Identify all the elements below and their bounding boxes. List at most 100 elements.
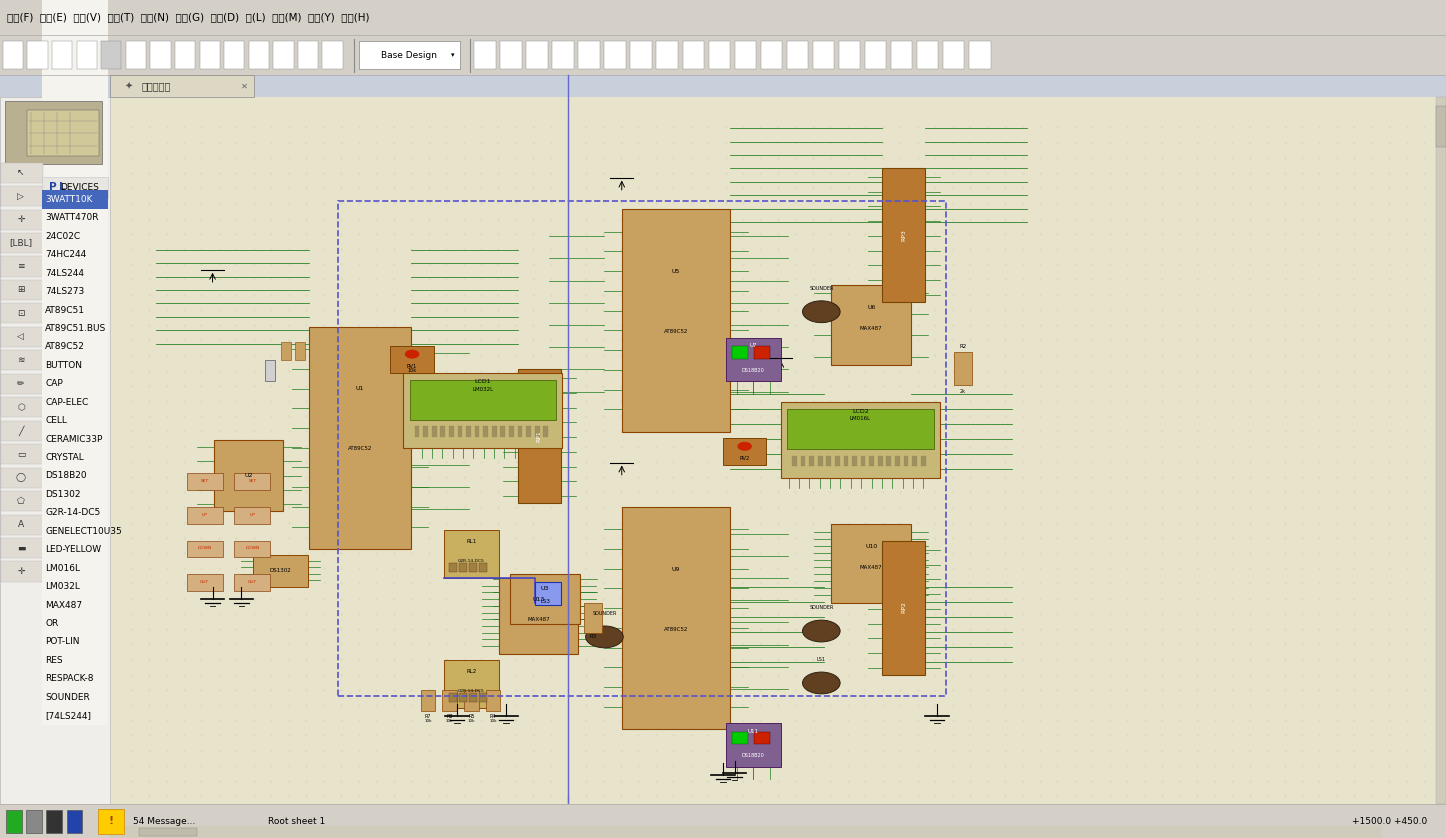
Text: R2: R2	[959, 344, 967, 349]
Bar	[42, 651, 107, 670]
Bar	[249, 41, 269, 70]
Text: R5: R5	[469, 714, 474, 719]
Bar	[0, 0, 1446, 35]
Text: L: L	[59, 183, 67, 192]
Text: ⬠: ⬠	[17, 497, 25, 505]
Bar	[831, 524, 911, 603]
Bar	[450, 562, 457, 572]
Bar	[187, 473, 223, 490]
Text: 10k: 10k	[467, 719, 476, 722]
Bar	[709, 41, 730, 70]
Bar	[656, 41, 678, 70]
Text: DS18B20: DS18B20	[45, 472, 87, 480]
Text: ↖: ↖	[17, 168, 25, 177]
Bar	[839, 41, 860, 70]
Bar	[584, 603, 602, 633]
Bar	[3, 41, 23, 70]
Circle shape	[803, 620, 840, 642]
Text: !: !	[108, 816, 114, 826]
Bar	[1, 421, 43, 441]
Circle shape	[586, 626, 623, 648]
Bar	[518, 369, 561, 503]
Bar	[500, 427, 505, 437]
Bar	[878, 456, 882, 466]
Bar	[42, 177, 107, 198]
Text: ⊡: ⊡	[17, 309, 25, 318]
Bar	[1, 444, 43, 464]
Bar	[42, 670, 107, 688]
Bar	[860, 456, 866, 466]
Bar	[42, 559, 107, 577]
Text: LM016L: LM016L	[850, 416, 870, 422]
Text: RESPACK-8: RESPACK-8	[45, 675, 94, 683]
Text: DEVICES: DEVICES	[59, 183, 98, 192]
Bar	[110, 826, 1382, 838]
Bar	[42, 522, 107, 541]
Bar	[444, 530, 499, 578]
Bar	[0, 804, 1446, 838]
Bar	[42, 319, 107, 338]
Bar	[921, 456, 925, 466]
Text: DS18B20: DS18B20	[742, 753, 765, 758]
Bar	[1, 280, 43, 300]
Bar	[755, 732, 769, 744]
Bar	[110, 97, 1446, 804]
Bar	[622, 507, 730, 729]
Bar	[390, 346, 434, 373]
Text: DS18B20: DS18B20	[742, 368, 765, 373]
Bar	[1, 256, 43, 277]
Bar	[492, 427, 496, 437]
Text: Root sheet 1: Root sheet 1	[268, 817, 325, 825]
Bar	[42, 706, 107, 725]
Bar	[0, 97, 110, 804]
Bar	[6, 101, 103, 164]
Text: MAX487: MAX487	[860, 326, 882, 331]
Text: 3WATT470R: 3WATT470R	[45, 214, 98, 222]
Bar	[175, 41, 195, 70]
Bar	[150, 41, 171, 70]
Text: 文件(F)  编辑(E)  视图(V)  工具(T)  设计(N)  图表(G)  调试(D)  库(L)  模板(M)  系统(Y)  帮助(H): 文件(F) 编辑(E) 视图(V) 工具(T) 设计(N) 图表(G) 调试(D…	[7, 13, 370, 23]
Bar	[733, 732, 748, 744]
Text: AT89C52: AT89C52	[348, 447, 372, 452]
Bar	[895, 456, 899, 466]
Bar	[1, 233, 43, 253]
Text: RV2: RV2	[739, 456, 750, 461]
Text: 54 Message...: 54 Message...	[133, 817, 195, 825]
Text: U6: U6	[868, 305, 875, 310]
Bar	[464, 690, 479, 711]
Text: MAX487: MAX487	[528, 618, 549, 622]
Text: LCD2: LCD2	[852, 409, 869, 414]
Text: MAX487: MAX487	[860, 565, 882, 570]
Text: ✕: ✕	[241, 82, 247, 91]
Bar	[882, 168, 925, 302]
Bar	[421, 690, 435, 711]
Bar	[187, 541, 223, 557]
Bar	[27, 110, 98, 156]
Bar	[500, 41, 522, 70]
Bar	[469, 692, 477, 702]
Bar	[42, 504, 107, 522]
Bar	[510, 574, 580, 624]
Bar	[1, 303, 43, 323]
Bar	[46, 810, 62, 833]
Bar	[359, 41, 460, 70]
Text: AT89C52: AT89C52	[664, 329, 688, 334]
Bar	[42, 448, 107, 467]
Bar	[42, 633, 107, 651]
Bar	[42, 596, 107, 614]
Circle shape	[803, 301, 840, 323]
Bar	[509, 427, 513, 437]
Bar	[630, 41, 652, 70]
Bar	[52, 41, 72, 70]
Text: 2k: 2k	[960, 389, 966, 394]
Bar	[42, 411, 107, 430]
Bar	[474, 41, 496, 70]
Bar	[479, 562, 487, 572]
Bar	[0, 75, 1446, 97]
Bar	[234, 473, 270, 490]
Bar	[42, 688, 107, 706]
Bar	[442, 690, 457, 711]
Bar	[460, 692, 467, 702]
Text: U9: U9	[672, 566, 680, 572]
Bar	[831, 285, 911, 365]
